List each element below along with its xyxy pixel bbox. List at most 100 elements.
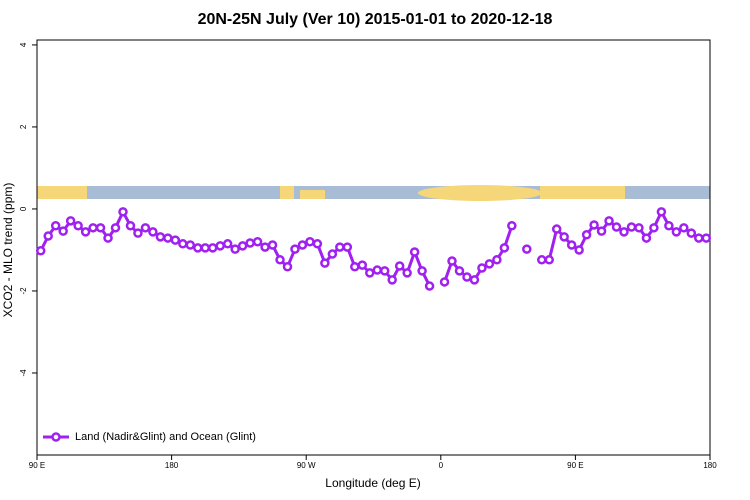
point [596,226,607,236]
point [260,242,270,252]
point [350,262,360,272]
point [394,261,405,271]
point [163,233,173,243]
x-tick-label: 90 E [29,461,45,470]
map-strip [37,185,710,201]
y-tick-label: 0 [19,206,28,211]
point [118,207,128,217]
map-land [37,186,87,199]
point [649,223,659,233]
point [409,247,420,257]
point [484,259,495,269]
map-land [540,186,625,199]
map-land [418,185,542,201]
point [230,244,240,254]
x-tick-label: 180 [703,461,717,470]
point [275,255,285,265]
point [342,242,353,252]
point [589,220,599,230]
point [207,243,218,253]
point [282,262,293,272]
point [140,223,151,233]
point [88,223,98,233]
y-tick-label: -4 [19,369,28,377]
point [656,207,667,217]
map-land [300,190,325,199]
point [65,216,76,226]
point [267,240,278,250]
point [477,263,487,273]
point [619,227,629,237]
point [611,222,622,232]
point [320,258,330,268]
point [252,237,263,247]
point [581,230,592,240]
point [664,221,674,231]
point [148,227,158,237]
legend-label: Land (Nadir&Glint) and Ocean (Glint) [75,431,256,443]
point [424,281,435,291]
point [95,223,106,233]
point [537,255,547,265]
point [215,241,225,251]
point [365,268,375,278]
point [222,239,233,249]
point [237,241,248,251]
y-tick-label: 2 [19,124,28,129]
x-axis-label: Longitude (deg E) [325,476,420,490]
point [170,235,181,245]
point [469,275,480,285]
point [402,268,412,278]
point [462,272,472,282]
point [454,266,465,276]
point [626,222,637,232]
point [641,233,652,243]
point [574,245,584,255]
point [327,249,338,259]
point [679,223,689,233]
point [200,243,210,253]
point [499,243,510,253]
point [544,255,554,265]
point [701,233,712,243]
point [110,223,121,233]
point [439,277,450,287]
point [43,231,53,241]
point [686,228,697,238]
x-tick-label: 180 [165,461,179,470]
point [312,239,323,249]
point [604,216,614,226]
point [551,224,562,234]
point [379,266,390,276]
point [58,226,68,236]
point [50,221,61,231]
point [297,240,308,250]
point [73,221,83,231]
point [290,244,300,254]
point [125,221,136,231]
point [357,260,368,270]
point [372,265,382,275]
point [185,240,196,250]
point [178,239,188,249]
legend-marker [51,432,61,442]
point [671,227,682,237]
point [155,232,166,242]
point [245,238,255,248]
point [694,233,704,243]
point [634,223,644,233]
point [492,255,502,265]
point [335,242,345,252]
point [103,233,113,243]
plot-frame [36,39,711,456]
point [387,275,397,285]
point [35,246,46,256]
x-tick-label: 0 [439,461,444,470]
point [133,228,143,238]
point [417,266,427,276]
point [447,256,457,266]
point [80,227,91,237]
y-axis-label: XCO2 - MLO trend (ppm) [1,183,15,318]
map-land [280,186,294,199]
